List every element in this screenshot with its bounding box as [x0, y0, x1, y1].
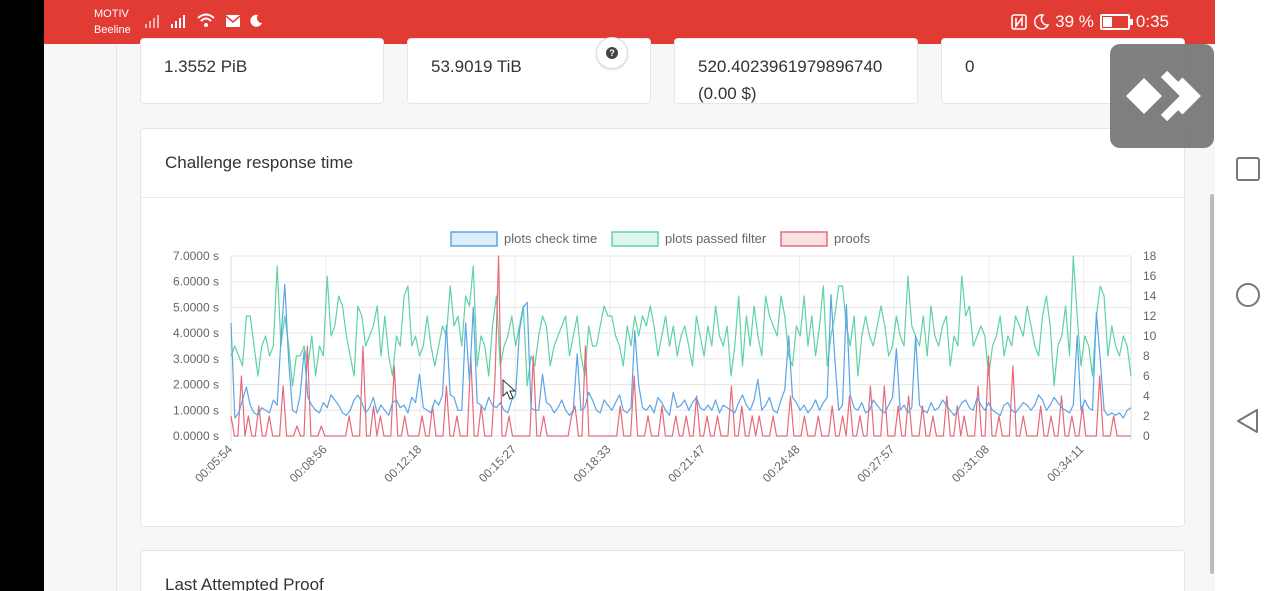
android-nav-bar: [1215, 0, 1280, 591]
chart-series: [230, 255, 1132, 437]
signal-icon: [171, 15, 186, 28]
y-left-tick-label: 0.0000 s: [173, 429, 219, 443]
legend-label: plots passed filter: [665, 231, 767, 246]
y-right-tick-label: 14: [1143, 289, 1157, 303]
y-left-tick-label: 2.0000 s: [173, 378, 219, 392]
moon-icon: [1034, 14, 1050, 30]
legend-swatch: [450, 231, 498, 247]
stat-value: 1.3552 PiB: [164, 57, 248, 76]
stat-value: 520.4023961979896740: [698, 57, 883, 76]
legend-swatch: [780, 231, 828, 247]
battery-icon: [1099, 14, 1133, 30]
status-icons-left: [144, 12, 263, 32]
y-right-tick-label: 18: [1143, 249, 1157, 263]
app-screen: MOTIV Beeline 39 % 0:35 1.3552 PiB 53.90…: [44, 0, 1215, 591]
carrier-line1: MOTIV: [94, 8, 129, 20]
scrollbar[interactable]: [1210, 194, 1214, 574]
y-right-tick-label: 2: [1143, 409, 1150, 423]
y-right-tick-label: 0: [1143, 429, 1150, 443]
y-right-tick-label: 8: [1143, 349, 1150, 363]
y-left-tick-label: 6.0000 s: [173, 275, 219, 289]
stat-card-space: 53.9019 TiB ?: [407, 37, 651, 104]
signal-icon: [145, 15, 159, 28]
question-icon: ?: [606, 47, 618, 59]
stat-value: 53.9019 TiB: [431, 57, 522, 76]
response-time-chart[interactable]: plots check time plots passed filter proof…: [141, 199, 1184, 526]
wifi-icon: [197, 13, 216, 27]
clock: 0:35: [1135, 12, 1169, 31]
y-left-tick-label: 3.0000 s: [173, 352, 219, 366]
x-tick-label: 00:27:57: [854, 442, 897, 485]
carrier-line2: Beeline: [94, 24, 131, 36]
stat-card-balance: 520.4023961979896740 (0.00 $): [674, 38, 918, 104]
status-icons-right: 39 % 0:35: [1011, 12, 1169, 32]
x-tick-label: 00:15:27: [476, 442, 519, 485]
x-tick-label: 00:12:18: [381, 442, 424, 485]
help-button[interactable]: ?: [596, 37, 628, 69]
x-tick-label: 00:21:47: [665, 442, 708, 485]
nfc-icon: [1011, 14, 1027, 30]
mouse-cursor-icon: [502, 378, 517, 400]
battery-percent: 39 %: [1055, 12, 1094, 31]
y-right-tick-label: 12: [1143, 309, 1157, 323]
chart-card: Challenge response time plots check time…: [140, 128, 1185, 527]
y-right-tick-label: 4: [1143, 389, 1150, 403]
stat-value-usd: (0.00 $): [698, 84, 757, 103]
series-line-plots-passed-filter: [230, 255, 1132, 387]
y-left-tick-label: 5.0000 s: [173, 300, 219, 314]
right-axis-ticks: 18 16 14 12 10 8 6 4 2 0: [1143, 249, 1157, 443]
x-axis-ticks: 00:05:54 00:08:56 00:12:18 00:15:27 00:18:33…: [192, 442, 1087, 485]
y-left-tick-label: 4.0000 s: [173, 326, 219, 340]
remote-control-icon: [1126, 70, 1201, 122]
floating-cast-button[interactable]: [1110, 44, 1214, 148]
legend-swatch: [611, 231, 659, 247]
web-page[interactable]: 1.3552 PiB 53.9019 TiB ? 520.40239619798…: [44, 37, 1215, 591]
x-tick-label: 00:05:54: [192, 442, 235, 485]
left-axis-ticks: 7.0000 s 6.0000 s 5.0000 s 4.0000 s 3.0000 s…: [173, 249, 219, 443]
y-left-tick-label: 7.0000 s: [173, 249, 219, 263]
chart-grid: [230, 255, 1132, 441]
y-right-tick-label: 6: [1143, 369, 1150, 383]
stat-card-plot-size: 1.3552 PiB: [140, 38, 384, 104]
x-tick-label: 00:34:11: [1044, 442, 1087, 485]
recents-button[interactable]: [1235, 156, 1261, 182]
moon-icon: [250, 14, 262, 27]
y-right-tick-label: 10: [1143, 329, 1157, 343]
stat-value: 0: [965, 57, 975, 76]
series-line-proofs: [230, 255, 1131, 437]
status-bar: MOTIV Beeline 39 % 0:35: [44, 0, 1215, 44]
home-button[interactable]: [1235, 282, 1261, 308]
sidebar-divider: [116, 44, 117, 591]
last-proof-title: Last Attempted Proof: [165, 575, 324, 591]
x-tick-label: 00:24:48: [760, 442, 803, 485]
back-button[interactable]: [1235, 408, 1261, 434]
legend-label: proofs: [834, 231, 871, 246]
x-tick-label: 00:18:33: [571, 442, 614, 485]
legend-label: plots check time: [504, 231, 597, 246]
mail-icon: [225, 15, 241, 27]
y-left-tick-label: 1.0000 s: [173, 403, 219, 417]
x-tick-label: 00:31:08: [949, 442, 992, 485]
chart-legend: plots check time plots passed filter proof…: [450, 231, 871, 247]
chart-card-title: Challenge response time: [141, 129, 1184, 198]
series-line-plots-check-time: [230, 283, 1132, 419]
carrier-info: MOTIV Beeline: [94, 6, 131, 38]
last-proof-card: Last Attempted Proof: [140, 550, 1185, 591]
x-tick-label: 00:08:56: [287, 442, 330, 485]
y-right-tick-label: 16: [1143, 269, 1157, 283]
